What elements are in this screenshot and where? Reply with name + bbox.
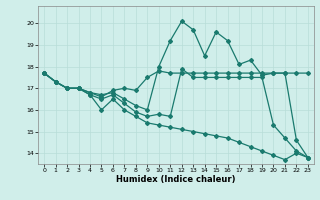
X-axis label: Humidex (Indice chaleur): Humidex (Indice chaleur) xyxy=(116,175,236,184)
